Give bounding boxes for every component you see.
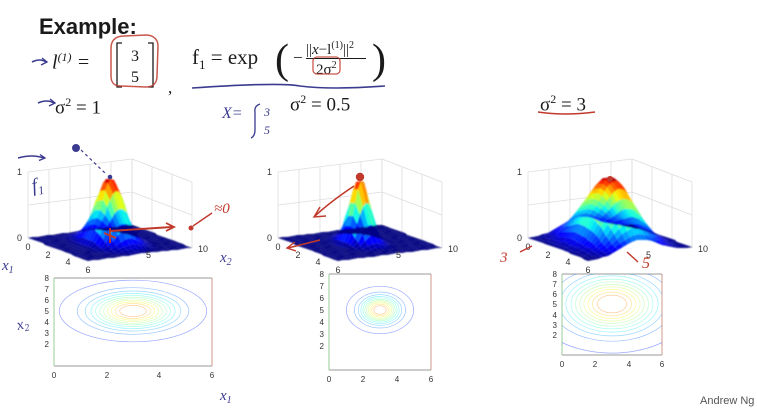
- svg-text:3: 3: [499, 250, 508, 266]
- svg-text:x2: x2: [219, 250, 232, 268]
- svg-text:x1: x1: [1, 258, 14, 276]
- svg-text:5: 5: [642, 255, 650, 272]
- svg-text:f1: f1: [30, 174, 46, 199]
- svg-text:≈0: ≈0: [214, 201, 230, 217]
